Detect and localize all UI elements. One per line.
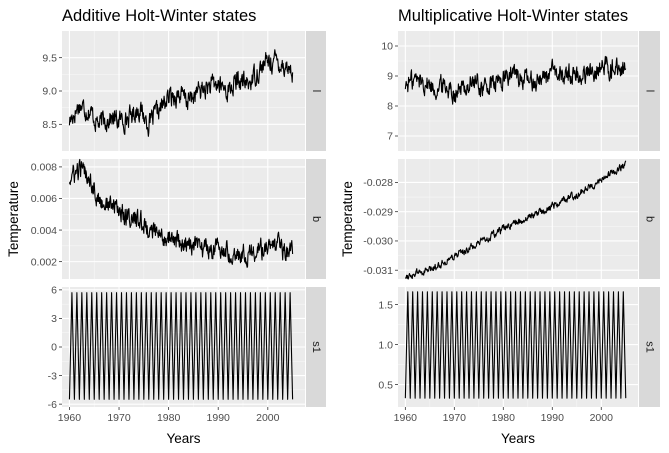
y-tick-label: -6 xyxy=(48,399,57,411)
series-line-l xyxy=(68,49,294,137)
panel-background xyxy=(398,159,638,279)
facet-strip-label: l xyxy=(310,90,322,92)
series-line-b xyxy=(404,160,627,280)
y-tick-label: 9.5 xyxy=(42,52,57,64)
y-tick-label: 0.006 xyxy=(31,193,57,205)
facet-strip-label: s1 xyxy=(644,341,656,353)
facet-panel-l: 7 8 9 10 l xyxy=(381,31,660,151)
y-tick-label: 3 xyxy=(51,313,57,325)
facet-strip xyxy=(639,31,660,151)
x-tick-label: 1960 xyxy=(58,412,82,424)
x-tick-label: 1990 xyxy=(541,412,565,424)
y-axis-title: Temperature xyxy=(6,181,21,257)
y-tick-label: 7 xyxy=(387,131,393,143)
facet-panel-s1: 0.5 1.0 1.5 s1 xyxy=(378,287,660,407)
x-tick-label: 2000 xyxy=(256,412,280,424)
x-tick-label: 1990 xyxy=(207,412,231,424)
x-tick-label: 1960 xyxy=(394,412,418,424)
x-tick-label: 1970 xyxy=(107,412,131,424)
x-tick-label: 2000 xyxy=(590,412,614,424)
y-tick-label: 0.002 xyxy=(31,256,57,268)
y-tick-label: 0.5 xyxy=(378,379,393,391)
y-tick-label: -0.031 xyxy=(363,265,393,277)
series-line-b xyxy=(68,158,294,268)
facet-strip-label: s1 xyxy=(310,341,322,353)
facet-strip xyxy=(306,287,326,407)
additive-chart: Additive Holt-Winter states 8.5 9.0 9.5 l 0.0… xyxy=(6,7,326,446)
series-line-l xyxy=(404,55,627,105)
facet-panel-b: 0.002 0.004 0.006 0.008 b xyxy=(31,158,326,279)
facet-strip-label: b xyxy=(310,216,322,222)
x-axis-title: Years xyxy=(166,431,200,446)
x-tick-label: 1970 xyxy=(443,412,467,424)
y-tick-label: -3 xyxy=(48,370,57,382)
y-tick-label: 8.5 xyxy=(42,119,57,131)
y-tick-label: 6 xyxy=(51,285,57,297)
y-tick-label: 8 xyxy=(387,101,393,113)
facet-strip-label: b xyxy=(644,216,656,222)
y-tick-label: 1.0 xyxy=(378,339,393,351)
y-tick-label: 1.5 xyxy=(378,299,393,311)
y-tick-label: 0.004 xyxy=(31,225,57,237)
y-tick-label: -0.030 xyxy=(363,236,393,248)
x-tick-label: 1980 xyxy=(157,412,181,424)
y-tick-label: 10 xyxy=(381,41,393,53)
y-tick-label: 9 xyxy=(387,71,393,83)
y-tick-label: 0.008 xyxy=(31,162,57,174)
facet-panel-s1: -6 -3 0 3 6 s1 xyxy=(48,285,326,411)
panel-background xyxy=(62,159,305,279)
facet-panel-l: 8.5 9.0 9.5 l xyxy=(42,31,326,151)
facet-strip xyxy=(306,31,326,151)
y-tick-label: 9.0 xyxy=(42,86,57,98)
facet-panel-b: -0.031 -0.030 -0.029 -0.028 b xyxy=(363,159,660,280)
series-line-s1 xyxy=(404,291,627,399)
facet-strip xyxy=(639,287,660,407)
series-line-s1 xyxy=(68,292,294,400)
chart-title: Multiplicative Holt-Winter states xyxy=(398,7,628,25)
y-axis-title: Temperature xyxy=(340,181,355,257)
chart-title: Additive Holt-Winter states xyxy=(62,7,256,25)
multiplicative-chart: Multiplicative Holt-Winter states 7 8 9 10 l -… xyxy=(340,7,660,446)
x-tick-label: 1980 xyxy=(492,412,516,424)
y-tick-label: -0.029 xyxy=(363,206,393,218)
x-axis-title: Years xyxy=(501,431,535,446)
y-tick-label: -0.028 xyxy=(363,177,393,189)
facet-strip xyxy=(639,159,660,279)
facet-strip xyxy=(306,159,326,279)
facet-strip-label: l xyxy=(644,90,656,92)
y-tick-label: 0 xyxy=(51,342,57,354)
